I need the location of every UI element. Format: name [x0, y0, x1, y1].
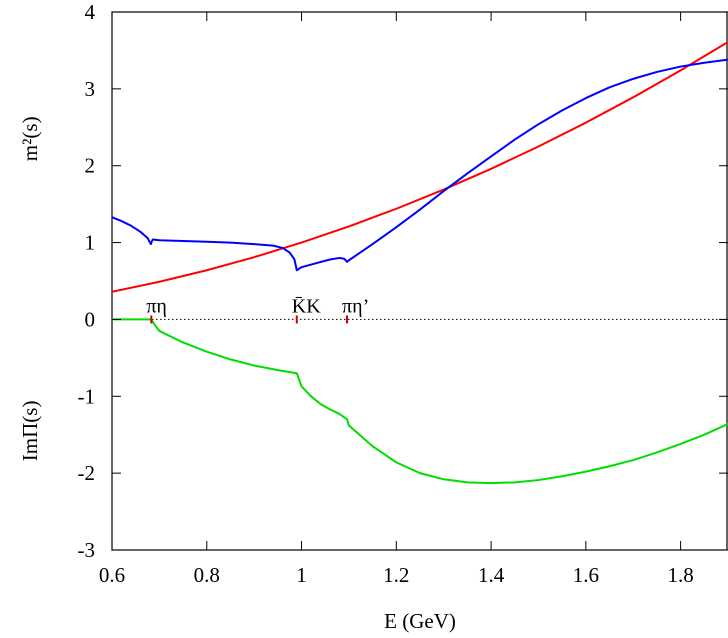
y-tick-label: -3 — [78, 538, 96, 562]
x-tick-label: 1.2 — [383, 563, 409, 587]
y-tick-label: 0 — [85, 307, 96, 331]
x-tick-label: 1.8 — [667, 563, 693, 587]
y-tick-label: 2 — [85, 154, 96, 178]
y-tick-label: -1 — [78, 384, 96, 408]
y-axis-title-upper: m²(s) — [18, 116, 42, 161]
x-axis-title: E (GeV) — [384, 609, 456, 633]
y-tick-label: -2 — [78, 461, 96, 485]
series-line-2 — [112, 58, 728, 272]
series-line-3 — [112, 318, 728, 485]
x-tick-label: 0.8 — [194, 563, 220, 587]
y-tick-label: 3 — [85, 77, 96, 101]
x-tick-label: 1.4 — [478, 563, 505, 587]
plot-frame — [111, 11, 728, 551]
x-tick-label: 1 — [296, 563, 307, 587]
threshold-marker-layer: πη K̄K πη’ — [146, 295, 369, 324]
label-layer: E (GeV) m²(s) ImΠ(s) — [18, 116, 456, 633]
y-tick-label: 4 — [85, 0, 96, 24]
x-tick-label: 1.6 — [573, 563, 599, 587]
threshold-label: πη’ — [342, 295, 369, 317]
y-tick-label: 1 — [85, 231, 96, 255]
y-axis-title-lower: ImΠ(s) — [18, 401, 42, 462]
series-line-1 — [112, 41, 728, 293]
series-layer — [112, 41, 728, 485]
threshold-label: K̄K — [292, 295, 321, 317]
tick-layer: 0.6 0.8 1 1.2 1.4 1.6 1.8 -3 -2 -1 0 1 2 3 4 — [78, 0, 728, 587]
threshold-label: πη — [146, 295, 167, 317]
plot-border — [111, 11, 728, 551]
x-tick-label: 0.6 — [99, 563, 125, 587]
